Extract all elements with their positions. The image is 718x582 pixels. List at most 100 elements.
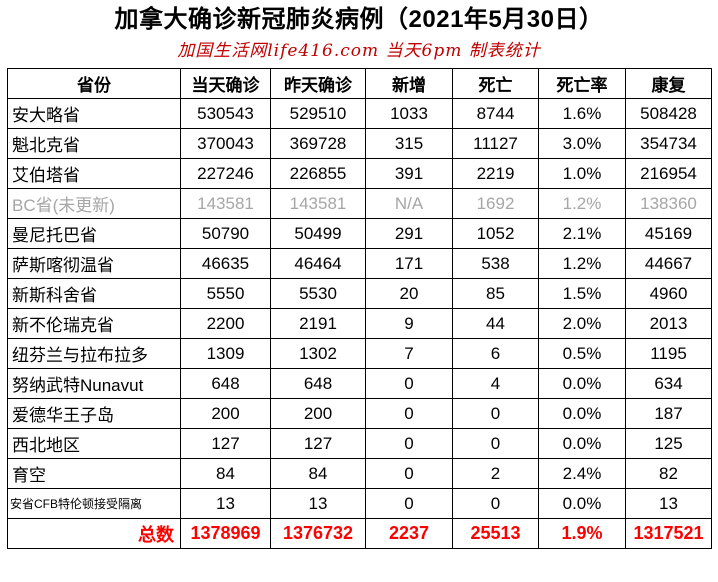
value-cell: 4 bbox=[452, 368, 539, 399]
value-cell: 2013 bbox=[625, 308, 712, 339]
value-cell: 143581 bbox=[270, 188, 366, 219]
value-cell: 1378969 bbox=[180, 518, 271, 549]
value-cell: 370043 bbox=[180, 128, 271, 159]
value-cell: 1692 bbox=[452, 188, 539, 219]
value-cell: 200 bbox=[270, 398, 366, 429]
value-cell: 50790 bbox=[180, 218, 271, 249]
value-cell: 13 bbox=[270, 488, 366, 519]
province-cell: 爱德华王子岛 bbox=[7, 398, 181, 429]
value-cell: 1.6% bbox=[538, 98, 626, 129]
province-cell: 曼尼托巴省 bbox=[7, 218, 181, 249]
total-row: 总数 1378969 1376732 2237 25513 1.9% 1317521 bbox=[7, 518, 712, 549]
column-header-0: 省份 bbox=[7, 68, 181, 99]
column-header-1: 当天确诊 bbox=[180, 68, 271, 99]
value-cell: N/A bbox=[365, 188, 453, 219]
value-cell: 529510 bbox=[270, 98, 366, 129]
table-row: 艾伯塔省 227246 226855 391 2219 1.0% 216954 bbox=[7, 158, 712, 189]
province-cell: 安大略省 bbox=[7, 98, 181, 129]
province-cell: 努纳武特Nunavut bbox=[7, 368, 181, 399]
header-row: 省份 当天确诊 昨天确诊 新增 死亡 死亡率 康复 bbox=[7, 68, 712, 99]
table-row: 曼尼托巴省 50790 50499 291 1052 2.1% 45169 bbox=[7, 218, 712, 249]
value-cell: 1309 bbox=[180, 338, 271, 369]
value-cell: 0 bbox=[452, 398, 539, 429]
value-cell: 538 bbox=[452, 248, 539, 279]
value-cell: 1.2% bbox=[538, 248, 626, 279]
value-cell: 143581 bbox=[180, 188, 271, 219]
value-cell: 291 bbox=[365, 218, 453, 249]
value-cell: 648 bbox=[270, 368, 366, 399]
value-cell: 2.0% bbox=[538, 308, 626, 339]
value-cell: 0 bbox=[452, 488, 539, 519]
column-header-4: 死亡 bbox=[452, 68, 539, 99]
value-cell: 46464 bbox=[270, 248, 366, 279]
value-cell: 44 bbox=[452, 308, 539, 339]
value-cell: 0 bbox=[365, 458, 453, 489]
value-cell: 13 bbox=[625, 488, 712, 519]
value-cell: 5550 bbox=[180, 278, 271, 309]
province-cell: 总数 bbox=[7, 518, 181, 549]
value-cell: 0 bbox=[365, 398, 453, 429]
province-cell: 新不伦瑞克省 bbox=[7, 308, 181, 339]
value-cell: 125 bbox=[625, 428, 712, 459]
table-row: 育空 84 84 0 2 2.4% 82 bbox=[7, 458, 712, 489]
value-cell: 8744 bbox=[452, 98, 539, 129]
value-cell: 1033 bbox=[365, 98, 453, 129]
value-cell: 25513 bbox=[452, 518, 539, 549]
page-title: 加拿大确诊新冠肺炎病例（2021年5月30日） bbox=[114, 6, 604, 33]
value-cell: 1376732 bbox=[270, 518, 366, 549]
value-cell: 1302 bbox=[270, 338, 366, 369]
value-cell: 13 bbox=[180, 488, 271, 519]
value-cell: 0.5% bbox=[538, 338, 626, 369]
value-cell: 7 bbox=[365, 338, 453, 369]
value-cell: 2200 bbox=[180, 308, 271, 339]
page-subtitle: 加国生活网life416.com 当天6pm 制表统计 bbox=[177, 41, 541, 61]
value-cell: 3.0% bbox=[538, 128, 626, 159]
value-cell: 2237 bbox=[365, 518, 453, 549]
value-cell: 187 bbox=[625, 398, 712, 429]
value-cell: 6 bbox=[452, 338, 539, 369]
table-row: 爱德华王子岛 200 200 0 0 0.0% 187 bbox=[7, 398, 712, 429]
table-body: 安大略省 530543 529510 1033 8744 1.6% 508428 魁北克省 37… bbox=[7, 98, 712, 549]
value-cell: 2219 bbox=[452, 158, 539, 189]
table-row: BC省(未更新) 143581 143581 N/A 1692 1.2% 138360 bbox=[7, 188, 712, 219]
table-row: 魁北克省 370043 369728 315 11127 3.0% 354734 bbox=[7, 128, 712, 159]
value-cell: 127 bbox=[270, 428, 366, 459]
value-cell: 200 bbox=[180, 398, 271, 429]
value-cell: 315 bbox=[365, 128, 453, 159]
value-cell: 2.1% bbox=[538, 218, 626, 249]
value-cell: 0.0% bbox=[538, 368, 626, 399]
value-cell: 0.0% bbox=[538, 488, 626, 519]
value-cell: 1195 bbox=[625, 338, 712, 369]
value-cell: 226855 bbox=[270, 158, 366, 189]
province-cell: 西北地区 bbox=[7, 428, 181, 459]
value-cell: 391 bbox=[365, 158, 453, 189]
province-cell: 育空 bbox=[7, 458, 181, 489]
province-cell: 新斯科舍省 bbox=[7, 278, 181, 309]
value-cell: 171 bbox=[365, 248, 453, 279]
value-cell: 9 bbox=[365, 308, 453, 339]
value-cell: 216954 bbox=[625, 158, 712, 189]
value-cell: 127 bbox=[180, 428, 271, 459]
value-cell: 20 bbox=[365, 278, 453, 309]
value-cell: 84 bbox=[180, 458, 271, 489]
value-cell: 0 bbox=[365, 488, 453, 519]
value-cell: 0.0% bbox=[538, 428, 626, 459]
value-cell: 1.0% bbox=[538, 158, 626, 189]
value-cell: 5530 bbox=[270, 278, 366, 309]
value-cell: 0 bbox=[452, 428, 539, 459]
covid-table: 省份 当天确诊 昨天确诊 新增 死亡 死亡率 康复 安大略省 530543 529510 1033… bbox=[7, 68, 712, 549]
table-row: 安大略省 530543 529510 1033 8744 1.6% 508428 bbox=[7, 98, 712, 129]
column-header-6: 康复 bbox=[625, 68, 712, 99]
value-cell: 138360 bbox=[625, 188, 712, 219]
value-cell: 0 bbox=[365, 368, 453, 399]
value-cell: 1052 bbox=[452, 218, 539, 249]
table-header: 省份 当天确诊 昨天确诊 新增 死亡 死亡率 康复 bbox=[7, 68, 712, 99]
value-cell: 82 bbox=[625, 458, 712, 489]
value-cell: 50499 bbox=[270, 218, 366, 249]
value-cell: 227246 bbox=[180, 158, 271, 189]
value-cell: 11127 bbox=[452, 128, 539, 159]
value-cell: 354734 bbox=[625, 128, 712, 159]
province-cell: 艾伯塔省 bbox=[7, 158, 181, 189]
value-cell: 1317521 bbox=[625, 518, 712, 549]
value-cell: 2191 bbox=[270, 308, 366, 339]
